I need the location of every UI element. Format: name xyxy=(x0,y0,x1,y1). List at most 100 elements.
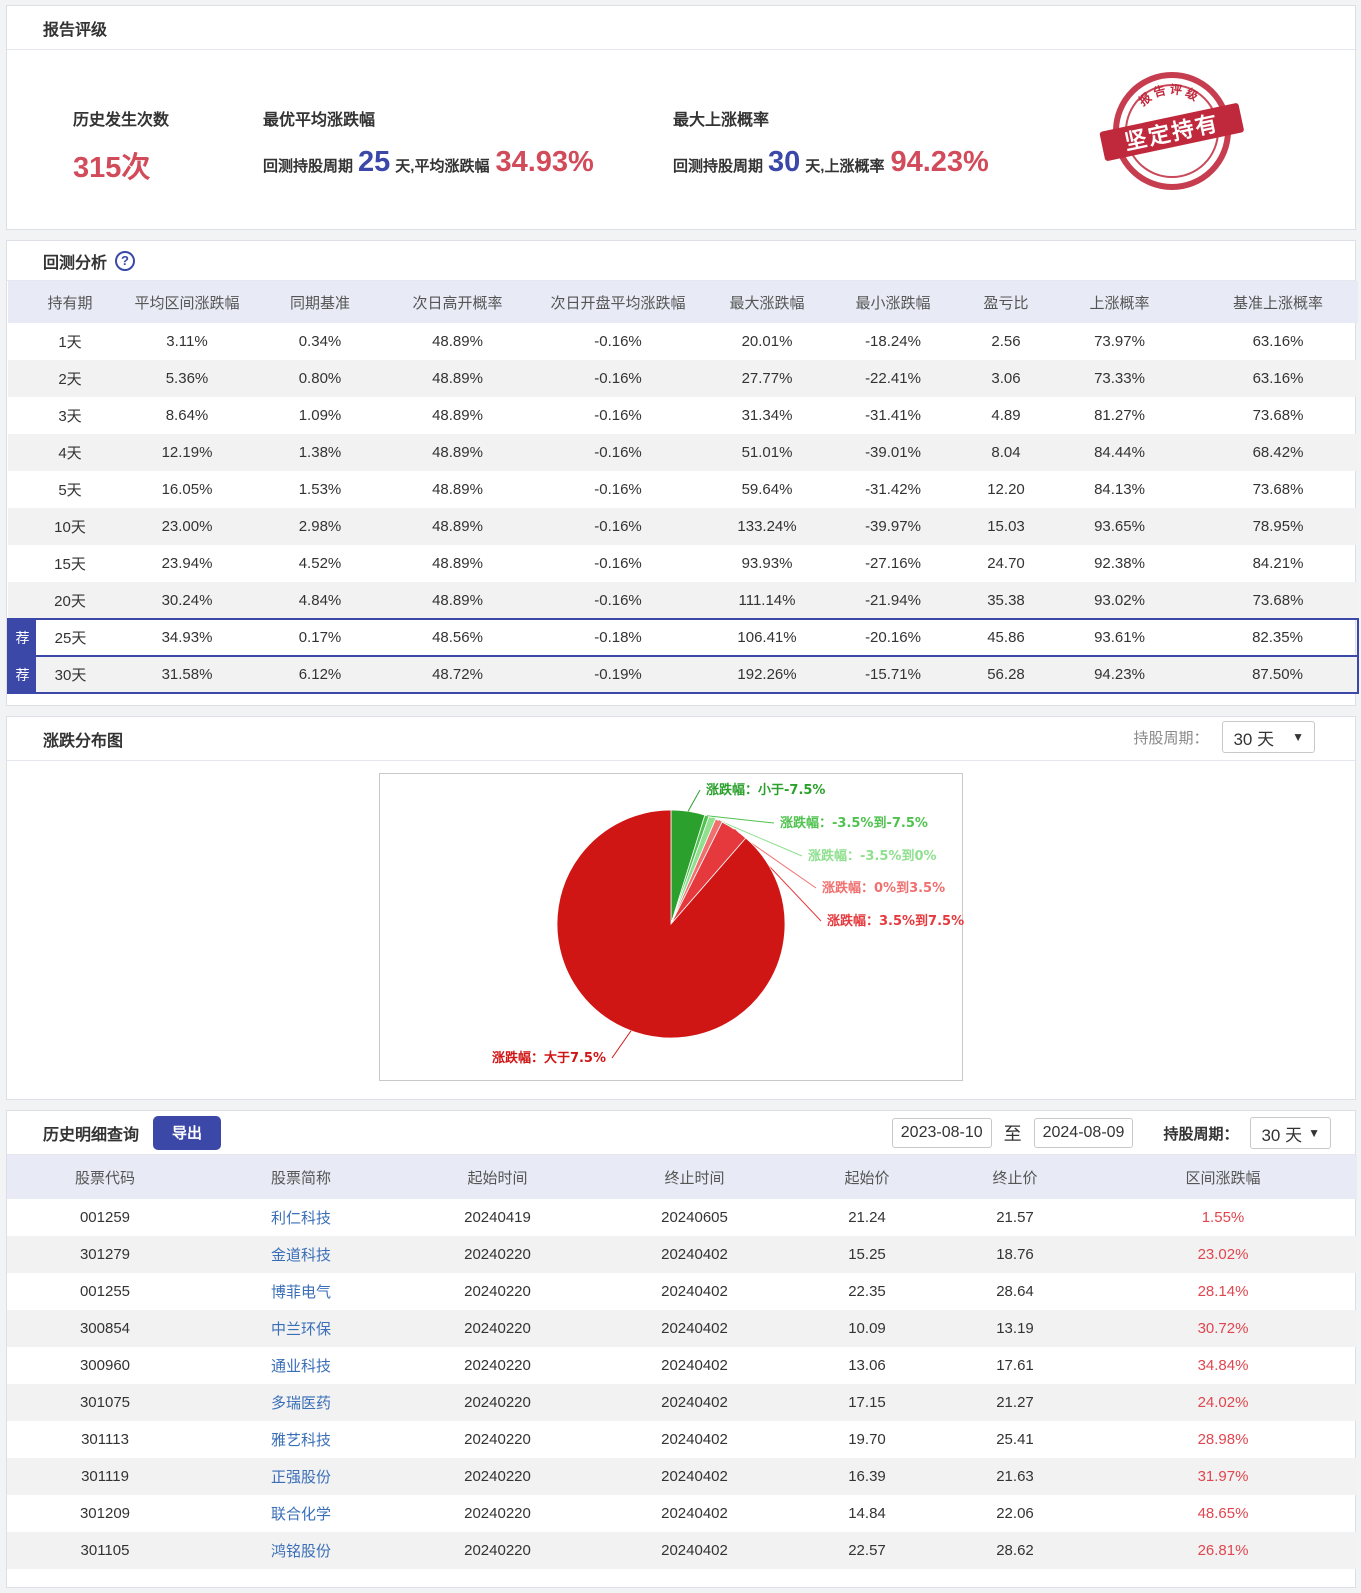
history-row: 301279 金道科技 20240220 20240402 15.25 18.76 23.0… xyxy=(7,1236,1357,1273)
history-cell: 15.25 xyxy=(793,1236,941,1273)
history-row: 301075 多瑞医药 20240220 20240402 17.15 21.27 24.0… xyxy=(7,1384,1357,1421)
history-row: 301119 正强股份 20240220 20240402 16.39 21.63 31.9… xyxy=(7,1458,1357,1495)
history-cell: 21.27 xyxy=(941,1384,1089,1421)
range-change-cell: 34.84% xyxy=(1197,1357,1249,1374)
stock-name-link[interactable]: 鸿铭股份 xyxy=(203,1532,399,1569)
history-row: 300854 中兰环保 20240220 20240402 10.09 13.19 30.7… xyxy=(7,1310,1357,1347)
history-cell: 21.63 xyxy=(941,1458,1089,1495)
backtest-col-header: 最小涨跌幅 xyxy=(815,281,971,323)
backtest-panel: 回测分析 ? 持有期 平均区间涨跌幅 同期基准 次日高开概率 次日开盘平均涨跌幅 最大涨跌… xyxy=(6,240,1359,706)
backtest-cell: 1.09% xyxy=(298,407,342,424)
range-change-cell: 30.72% xyxy=(1089,1310,1357,1347)
pie-slice-label: 涨跌幅：小于-7.5% xyxy=(705,782,825,798)
history-period-label: 持股周期： xyxy=(1163,1125,1239,1143)
backtest-cell: 24.70 xyxy=(987,555,1025,572)
history-cell: 20240220 xyxy=(464,1357,531,1374)
backtest-cell: -0.18% xyxy=(517,618,719,657)
history-cell: 20240402 xyxy=(596,1384,793,1421)
backtest-cell: 51.01% xyxy=(719,434,815,471)
backtest-cell: 59.64% xyxy=(741,481,793,498)
max-up-days: 30 xyxy=(768,146,801,178)
history-cell: 19.70 xyxy=(848,1431,886,1448)
range-change-cell: 23.02% xyxy=(1089,1236,1357,1273)
backtest-cell: 48.72% xyxy=(398,655,517,694)
stock-name-link[interactable]: 联合化学 xyxy=(270,1506,331,1523)
date-to-input[interactable]: 2024-08-09 xyxy=(1033,1118,1134,1148)
history-cell: 001255 xyxy=(79,1283,131,1300)
backtest-col-header: 次日开盘平均涨跌幅 xyxy=(517,281,719,323)
backtest-cell: 45.86 xyxy=(971,618,1041,657)
report-rating-title: 报告评级 xyxy=(7,6,1355,50)
history-period-select[interactable]: 30 天 ▼ xyxy=(1250,1117,1331,1149)
backtest-cell: 93.61% xyxy=(1041,618,1198,657)
backtest-cell: 48.89% xyxy=(432,555,483,572)
history-cell: 301209 xyxy=(79,1505,131,1522)
backtest-cell: -31.41% xyxy=(865,407,921,424)
stock-name-link[interactable]: 多瑞医药 xyxy=(203,1384,399,1421)
distribution-period-select[interactable]: 30 天 ▼ xyxy=(1222,721,1315,753)
backtest-cell: 30.24% xyxy=(132,582,242,619)
backtest-period-cell: 15天 xyxy=(54,556,86,573)
stock-name-link[interactable]: 博菲电气 xyxy=(270,1284,331,1301)
backtest-cell: 4.89 xyxy=(991,407,1021,424)
distribution-period-value: 30 天 xyxy=(1233,729,1275,749)
backtest-cell: 3.06 xyxy=(971,360,1041,397)
backtest-period-cell: 荐 25天 xyxy=(7,618,132,657)
history-cell: 28.64 xyxy=(996,1283,1034,1300)
backtest-cell: 15.03 xyxy=(971,508,1041,545)
export-button[interactable]: 导出 xyxy=(153,1115,222,1150)
backtest-cell: 106.41% xyxy=(719,618,815,657)
history-cell: 300960 xyxy=(79,1357,131,1374)
backtest-cell: 111.14% xyxy=(719,582,815,619)
history-cell: 301075 xyxy=(7,1384,203,1421)
backtest-row: 1天 3.11% 0.34% 48.89% -0.16% 20.01% -18.24% 2.5… xyxy=(8,323,1358,360)
backtest-period-cell: 2天 xyxy=(8,360,132,397)
backtest-row: 20天 30.24% 4.84% 48.89% -0.16% 111.14% -21.94%… xyxy=(8,582,1358,619)
backtest-cell: 48.89% xyxy=(432,481,483,498)
history-cell: 20240402 xyxy=(596,1458,793,1495)
report-rating-panel: 报告评级 历史发生次数 315次 最优平均涨跌幅 回测持股周期 25 天,平均涨… xyxy=(6,5,1356,230)
stock-name-link[interactable]: 雅艺科技 xyxy=(270,1432,331,1449)
stock-name-link[interactable]: 中兰环保 xyxy=(203,1310,399,1347)
history-col-header: 区间涨跌幅 xyxy=(1089,1155,1357,1199)
history-cell: 21.24 xyxy=(848,1209,886,1226)
history-table: 股票代码 股票简称 起始时间 终止时间 起始价 终止价 区间涨跌幅 001259 利仁科技 20… xyxy=(7,1155,1357,1569)
history-cell: 301279 xyxy=(7,1236,203,1273)
date-from-input[interactable]: 2023-08-10 xyxy=(891,1118,992,1148)
backtest-cell: -0.16% xyxy=(517,360,719,397)
stock-name-link[interactable]: 利仁科技 xyxy=(270,1210,331,1227)
history-cell: 20240220 xyxy=(399,1458,596,1495)
history-cell: 20240402 xyxy=(596,1310,793,1347)
history-title: 历史明细查询 xyxy=(43,1126,140,1144)
history-col-header: 终止价 xyxy=(941,1155,1089,1199)
backtest-cell: -0.16% xyxy=(517,582,719,619)
pie-chart-box: 涨跌幅：小于-7.5% 涨跌幅：-3.5%到-7.5% 涨跌幅：-3.5%到0% 涨跌… xyxy=(379,773,964,1081)
backtest-row: 荐 25天 34.93% 0.17% 48.56% -0.18% 106.41% -20.16… xyxy=(7,618,1359,657)
stock-name-link[interactable]: 金道科技 xyxy=(203,1236,399,1273)
history-cell: 13.06 xyxy=(848,1357,886,1374)
backtest-cell: 84.21% xyxy=(1252,555,1304,572)
backtest-cell: 12.19% xyxy=(132,434,242,471)
backtest-cell: -22.41% xyxy=(815,360,971,397)
pie-slice[interactable] xyxy=(556,809,786,1039)
history-period-value: 30 天 xyxy=(1261,1125,1303,1145)
history-cell: 20240419 xyxy=(464,1209,531,1226)
backtest-row: 3天 8.64% 1.09% 48.89% -0.16% 31.34% -31.41% 4.8… xyxy=(8,397,1358,434)
backtest-cell: 0.17% xyxy=(242,618,398,657)
best-avg-value: 34.93% xyxy=(495,146,594,178)
question-circle-icon[interactable]: ? xyxy=(115,250,136,271)
backtest-cell: 63.16% xyxy=(1252,333,1304,350)
history-cell: 20240402 xyxy=(661,1283,728,1300)
backtest-cell: -0.16% xyxy=(517,434,719,471)
stock-name-link[interactable]: 正强股份 xyxy=(203,1458,399,1495)
backtest-period-cell: 荐 30天 xyxy=(7,655,132,694)
backtest-cell: -0.16% xyxy=(594,555,642,572)
range-change-cell: 24.02% xyxy=(1089,1384,1357,1421)
backtest-row: 荐 30天 31.58% 6.12% 48.72% -0.19% 192.26% -15.71… xyxy=(7,655,1359,694)
history-cell: 20240220 xyxy=(399,1310,596,1347)
backtest-col-header: 次日高开概率 xyxy=(398,281,517,323)
stock-name-link[interactable]: 通业科技 xyxy=(270,1358,331,1375)
pie-slice-label: 涨跌幅：大于7.5% xyxy=(491,1050,606,1066)
backtest-cell: 2.56 xyxy=(991,333,1021,350)
history-count-value: 315次 xyxy=(73,152,151,184)
